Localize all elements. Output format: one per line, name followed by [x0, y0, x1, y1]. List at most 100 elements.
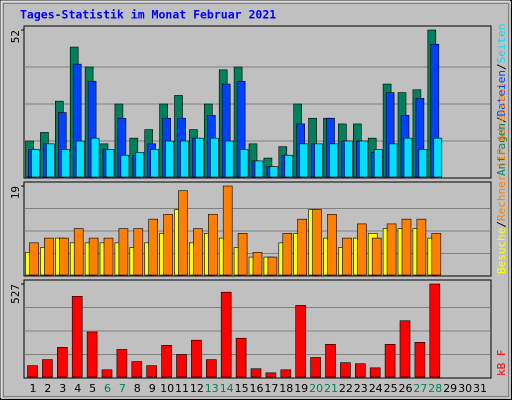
bar [195, 137, 204, 178]
legend-entry: Rechner (IP-Adressen) [495, 82, 508, 221]
y-tick-label: 19 [9, 186, 22, 199]
bar [206, 359, 217, 378]
bar [269, 166, 279, 178]
bar [90, 137, 100, 178]
x-tick-label: 11 [175, 382, 189, 395]
bar [150, 149, 159, 178]
bar [235, 337, 247, 378]
bar [135, 152, 145, 178]
bar [371, 237, 382, 276]
bar [58, 237, 69, 276]
legend-entry: kB F [495, 350, 508, 377]
bar [178, 190, 188, 276]
bar [342, 237, 352, 276]
x-tick-label: 25 [384, 382, 398, 395]
bar [131, 361, 143, 378]
bar [56, 347, 68, 378]
bar [118, 228, 129, 276]
x-tick-label: 20 [309, 382, 323, 395]
legend-separator: / [495, 221, 508, 228]
bar [222, 185, 233, 276]
bar [220, 291, 232, 378]
bar [399, 320, 411, 378]
legend: kB F [495, 350, 508, 377]
legend-entry: Seiten [495, 24, 508, 64]
bar [388, 143, 398, 178]
legend-separator: / [495, 63, 508, 70]
bar [29, 242, 39, 276]
bar [295, 305, 307, 378]
x-tick-label: 31 [473, 382, 487, 395]
bar [163, 214, 173, 276]
legend-entry: Besuche [495, 228, 508, 274]
bar [176, 354, 187, 378]
bar [180, 140, 189, 178]
x-tick-label: 2 [44, 382, 51, 395]
bar [44, 237, 54, 276]
x-tick-label: 18 [279, 382, 293, 395]
bar [354, 363, 366, 378]
bar [252, 252, 263, 276]
x-tick-label: 5 [89, 382, 96, 395]
x-tick-label: 8 [134, 382, 141, 395]
bar [105, 149, 115, 178]
bar [358, 140, 368, 178]
bar [133, 228, 144, 276]
bar [373, 149, 383, 178]
bar [148, 218, 158, 276]
x-tick-label: 15 [235, 382, 249, 395]
y-tick-label: 52 [9, 30, 22, 43]
x-tick-label: 23 [354, 382, 368, 395]
x-tick-label: 29 [443, 382, 457, 395]
bar [418, 149, 428, 178]
bar [210, 137, 219, 178]
x-tick-label: 12 [190, 382, 204, 395]
x-tick-label: 3 [59, 382, 66, 395]
bar [356, 223, 367, 276]
bar [414, 342, 426, 378]
bar [312, 209, 322, 276]
bar [314, 143, 323, 178]
bar [161, 345, 172, 378]
bar [71, 296, 83, 378]
bar [254, 160, 264, 178]
bar [46, 143, 55, 178]
bar [27, 365, 38, 378]
bar [250, 368, 262, 378]
x-tick-label: 14 [220, 382, 234, 395]
bar [165, 140, 174, 178]
x-tick-label: 19 [294, 382, 308, 395]
x-tick-label: 6 [104, 382, 111, 395]
inner-frame [3, 3, 509, 397]
bar [265, 372, 277, 378]
bar [42, 359, 53, 378]
bar [75, 140, 85, 178]
x-tick-label: 16 [250, 382, 264, 395]
x-tick-label: 30 [458, 382, 472, 395]
bar [416, 218, 427, 276]
bar [284, 154, 294, 178]
legend: Besuche/Rechner (IP-Adressen) [495, 82, 508, 274]
plot-area [23, 279, 492, 379]
bar [297, 218, 308, 276]
bar [325, 343, 336, 378]
y-tick-label: 527 [9, 284, 22, 304]
x-tick-label: 28 [428, 382, 442, 395]
x-tick-label: 22 [339, 382, 353, 395]
x-tick-label: 4 [74, 382, 81, 395]
bar [384, 343, 396, 378]
bar [73, 228, 84, 276]
bar [369, 367, 381, 378]
bar [280, 369, 292, 378]
bar [327, 214, 337, 276]
bar [401, 218, 412, 276]
bar [101, 369, 113, 378]
bar [310, 357, 321, 378]
legend-entry: Dateien [495, 70, 508, 116]
bar [116, 349, 128, 378]
bar [299, 143, 309, 178]
bar [86, 331, 98, 378]
